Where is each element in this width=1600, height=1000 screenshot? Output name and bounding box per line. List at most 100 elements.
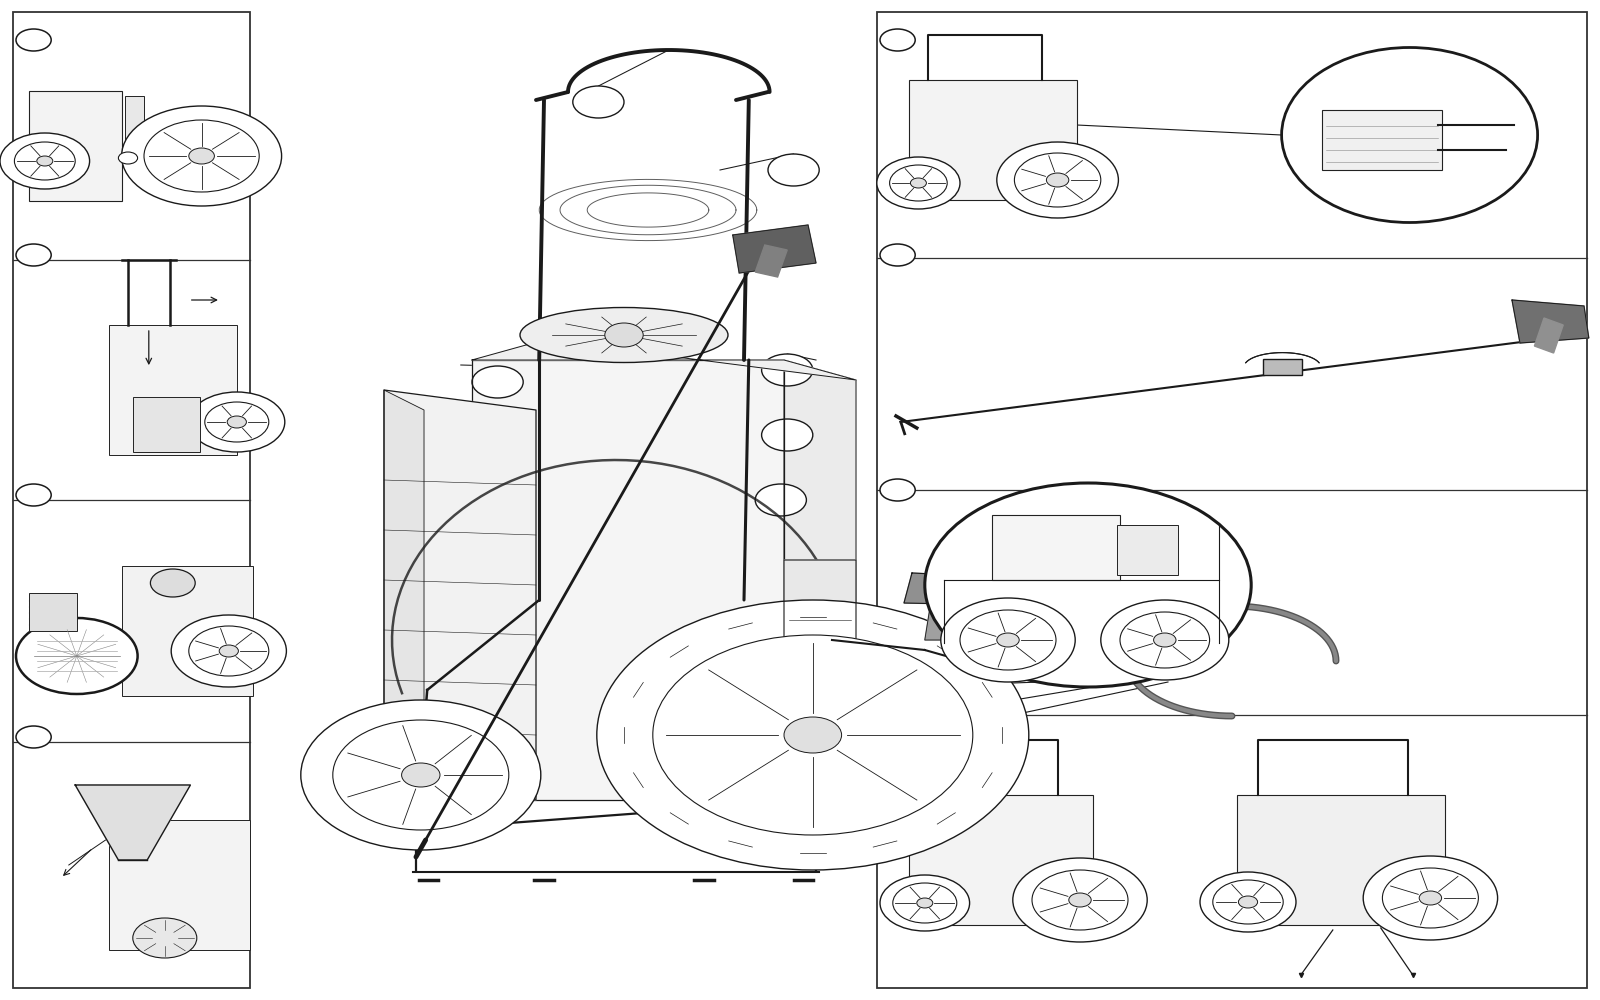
Circle shape	[1013, 858, 1147, 942]
Bar	[1237, 795, 1445, 925]
Polygon shape	[947, 588, 984, 628]
Circle shape	[1046, 173, 1069, 187]
Ellipse shape	[520, 308, 728, 362]
Circle shape	[762, 354, 813, 386]
Polygon shape	[733, 225, 816, 273]
Circle shape	[219, 645, 238, 657]
Polygon shape	[472, 360, 784, 800]
Circle shape	[402, 763, 440, 787]
Bar	[1056, 594, 1101, 608]
Circle shape	[1419, 891, 1442, 905]
Circle shape	[1213, 880, 1283, 924]
Circle shape	[597, 600, 1029, 870]
Circle shape	[133, 918, 197, 958]
Bar	[29, 91, 122, 201]
Circle shape	[997, 633, 1019, 647]
Circle shape	[1069, 893, 1091, 907]
Circle shape	[880, 875, 970, 931]
Circle shape	[171, 615, 286, 687]
Circle shape	[880, 684, 915, 706]
Ellipse shape	[1282, 47, 1538, 223]
Polygon shape	[1534, 318, 1563, 353]
Circle shape	[406, 434, 458, 466]
Circle shape	[784, 717, 842, 753]
Circle shape	[573, 86, 624, 118]
Circle shape	[205, 402, 269, 442]
Bar	[1264, 359, 1302, 375]
Circle shape	[605, 323, 643, 347]
Circle shape	[1363, 856, 1498, 940]
Circle shape	[960, 610, 1056, 670]
Circle shape	[890, 165, 947, 201]
Circle shape	[1382, 868, 1478, 928]
Circle shape	[917, 898, 933, 908]
Circle shape	[1154, 633, 1176, 647]
Circle shape	[189, 392, 285, 452]
Circle shape	[893, 883, 957, 923]
Circle shape	[189, 626, 269, 676]
Bar	[1101, 596, 1155, 612]
Bar	[877, 12, 1587, 988]
Circle shape	[16, 244, 51, 266]
Circle shape	[810, 737, 861, 769]
Circle shape	[653, 635, 973, 835]
Bar	[109, 325, 237, 455]
Circle shape	[997, 142, 1118, 218]
Circle shape	[877, 157, 960, 209]
Circle shape	[768, 154, 819, 186]
Polygon shape	[1512, 300, 1589, 343]
Bar	[133, 397, 200, 452]
Circle shape	[16, 484, 51, 506]
Circle shape	[910, 178, 926, 188]
Circle shape	[925, 483, 1251, 687]
Circle shape	[880, 29, 915, 51]
Circle shape	[227, 416, 246, 428]
Polygon shape	[472, 340, 856, 380]
Bar	[122, 566, 253, 696]
Polygon shape	[75, 785, 190, 860]
Bar	[1117, 525, 1178, 575]
Circle shape	[122, 106, 282, 206]
Bar	[909, 795, 1093, 925]
Circle shape	[150, 569, 195, 597]
Circle shape	[1101, 600, 1229, 680]
Bar	[29, 593, 77, 631]
Bar	[13, 12, 250, 988]
Polygon shape	[384, 390, 424, 800]
Circle shape	[662, 679, 714, 711]
Circle shape	[941, 598, 1075, 682]
Circle shape	[14, 142, 75, 180]
Bar	[125, 96, 144, 171]
Circle shape	[738, 726, 789, 758]
Circle shape	[880, 479, 915, 501]
Circle shape	[472, 366, 523, 398]
Bar	[1322, 110, 1442, 170]
Circle shape	[144, 120, 259, 192]
Polygon shape	[384, 390, 536, 800]
Polygon shape	[925, 600, 970, 640]
Circle shape	[189, 148, 214, 164]
Bar	[109, 820, 250, 950]
Circle shape	[1200, 872, 1296, 932]
Circle shape	[16, 726, 51, 748]
Circle shape	[37, 156, 53, 166]
Circle shape	[1014, 153, 1101, 207]
Polygon shape	[784, 560, 856, 800]
Circle shape	[1032, 870, 1128, 930]
Circle shape	[880, 711, 915, 733]
Circle shape	[1120, 612, 1210, 668]
Polygon shape	[904, 573, 1056, 606]
Circle shape	[118, 152, 138, 164]
Circle shape	[762, 419, 813, 451]
Circle shape	[0, 133, 90, 189]
Circle shape	[1238, 896, 1258, 908]
Circle shape	[301, 700, 541, 850]
Bar	[909, 80, 1077, 200]
Circle shape	[880, 244, 915, 266]
Polygon shape	[784, 360, 856, 780]
Bar	[992, 515, 1120, 580]
Circle shape	[333, 720, 509, 830]
Circle shape	[755, 484, 806, 516]
Circle shape	[16, 618, 138, 694]
Polygon shape	[755, 245, 787, 277]
